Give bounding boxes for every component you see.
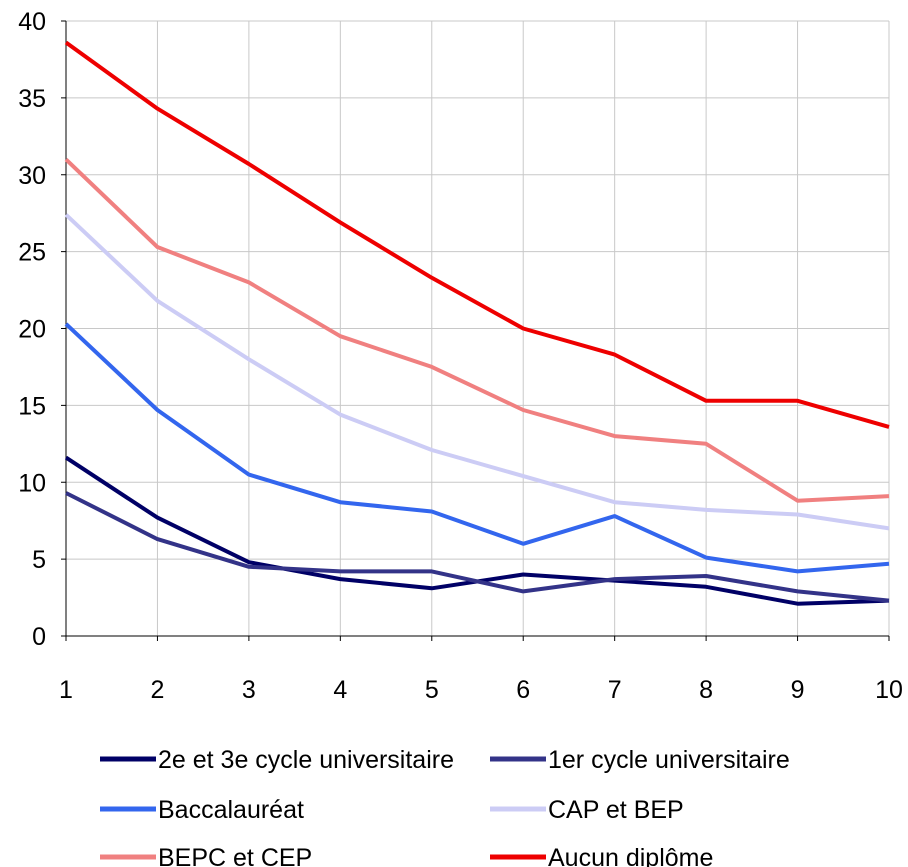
y-tick-label: 25 <box>18 239 46 267</box>
legend-item: CAP et BEP <box>490 796 684 824</box>
series-line-5 <box>64 157 890 503</box>
x-tick-label: 1 <box>59 676 73 704</box>
y-tick-label: 0 <box>32 623 46 651</box>
legend-item: Baccalauréat <box>100 796 304 824</box>
y-tick-label: 10 <box>18 469 46 497</box>
series-lines <box>64 40 890 606</box>
series-line-2 <box>65 491 890 603</box>
x-tick-label: 3 <box>242 676 256 704</box>
legend-label: CAP et BEP <box>548 796 684 824</box>
y-tick-label: 40 <box>18 8 46 36</box>
x-tick-label: 5 <box>425 676 439 704</box>
legend: 2e et 3e cycle universitaire 1er cycle un… <box>100 746 790 867</box>
x-tick-label: 4 <box>333 676 347 704</box>
y-axis-tick-labels: 0 5 10 15 20 25 30 35 40 <box>18 8 46 651</box>
legend-item: Aucun diplôme <box>490 844 713 867</box>
x-tick-label: 8 <box>699 676 713 704</box>
legend-item: BEPC et CEP <box>100 844 312 867</box>
series-line-4 <box>64 213 890 531</box>
x-tick-label: 6 <box>516 676 530 704</box>
series-line-3 <box>64 322 890 574</box>
legend-item: 2e et 3e cycle universitaire <box>100 746 454 774</box>
y-tick-label: 35 <box>18 85 46 113</box>
grid <box>66 20 890 636</box>
y-tick-label: 30 <box>18 162 46 190</box>
x-tick-label: 10 <box>875 676 903 704</box>
x-axis-tick-labels: 1 2 3 4 5 6 7 8 9 10 <box>59 676 903 704</box>
axes <box>61 20 890 641</box>
y-tick-label: 15 <box>18 392 46 420</box>
legend-item: 1er cycle universitaire <box>490 746 790 774</box>
legend-label: Baccalauréat <box>158 796 304 824</box>
series-line-6 <box>64 40 890 429</box>
y-tick-label: 5 <box>32 546 46 574</box>
y-tick-label: 20 <box>18 316 46 344</box>
legend-label: 1er cycle universitaire <box>548 746 790 774</box>
legend-label: 2e et 3e cycle universitaire <box>158 746 454 774</box>
x-tick-label: 2 <box>150 676 164 704</box>
x-tick-label: 9 <box>791 676 805 704</box>
legend-label: BEPC et CEP <box>158 844 312 867</box>
x-tick-label: 7 <box>608 676 622 704</box>
legend-label: Aucun diplôme <box>548 844 713 867</box>
